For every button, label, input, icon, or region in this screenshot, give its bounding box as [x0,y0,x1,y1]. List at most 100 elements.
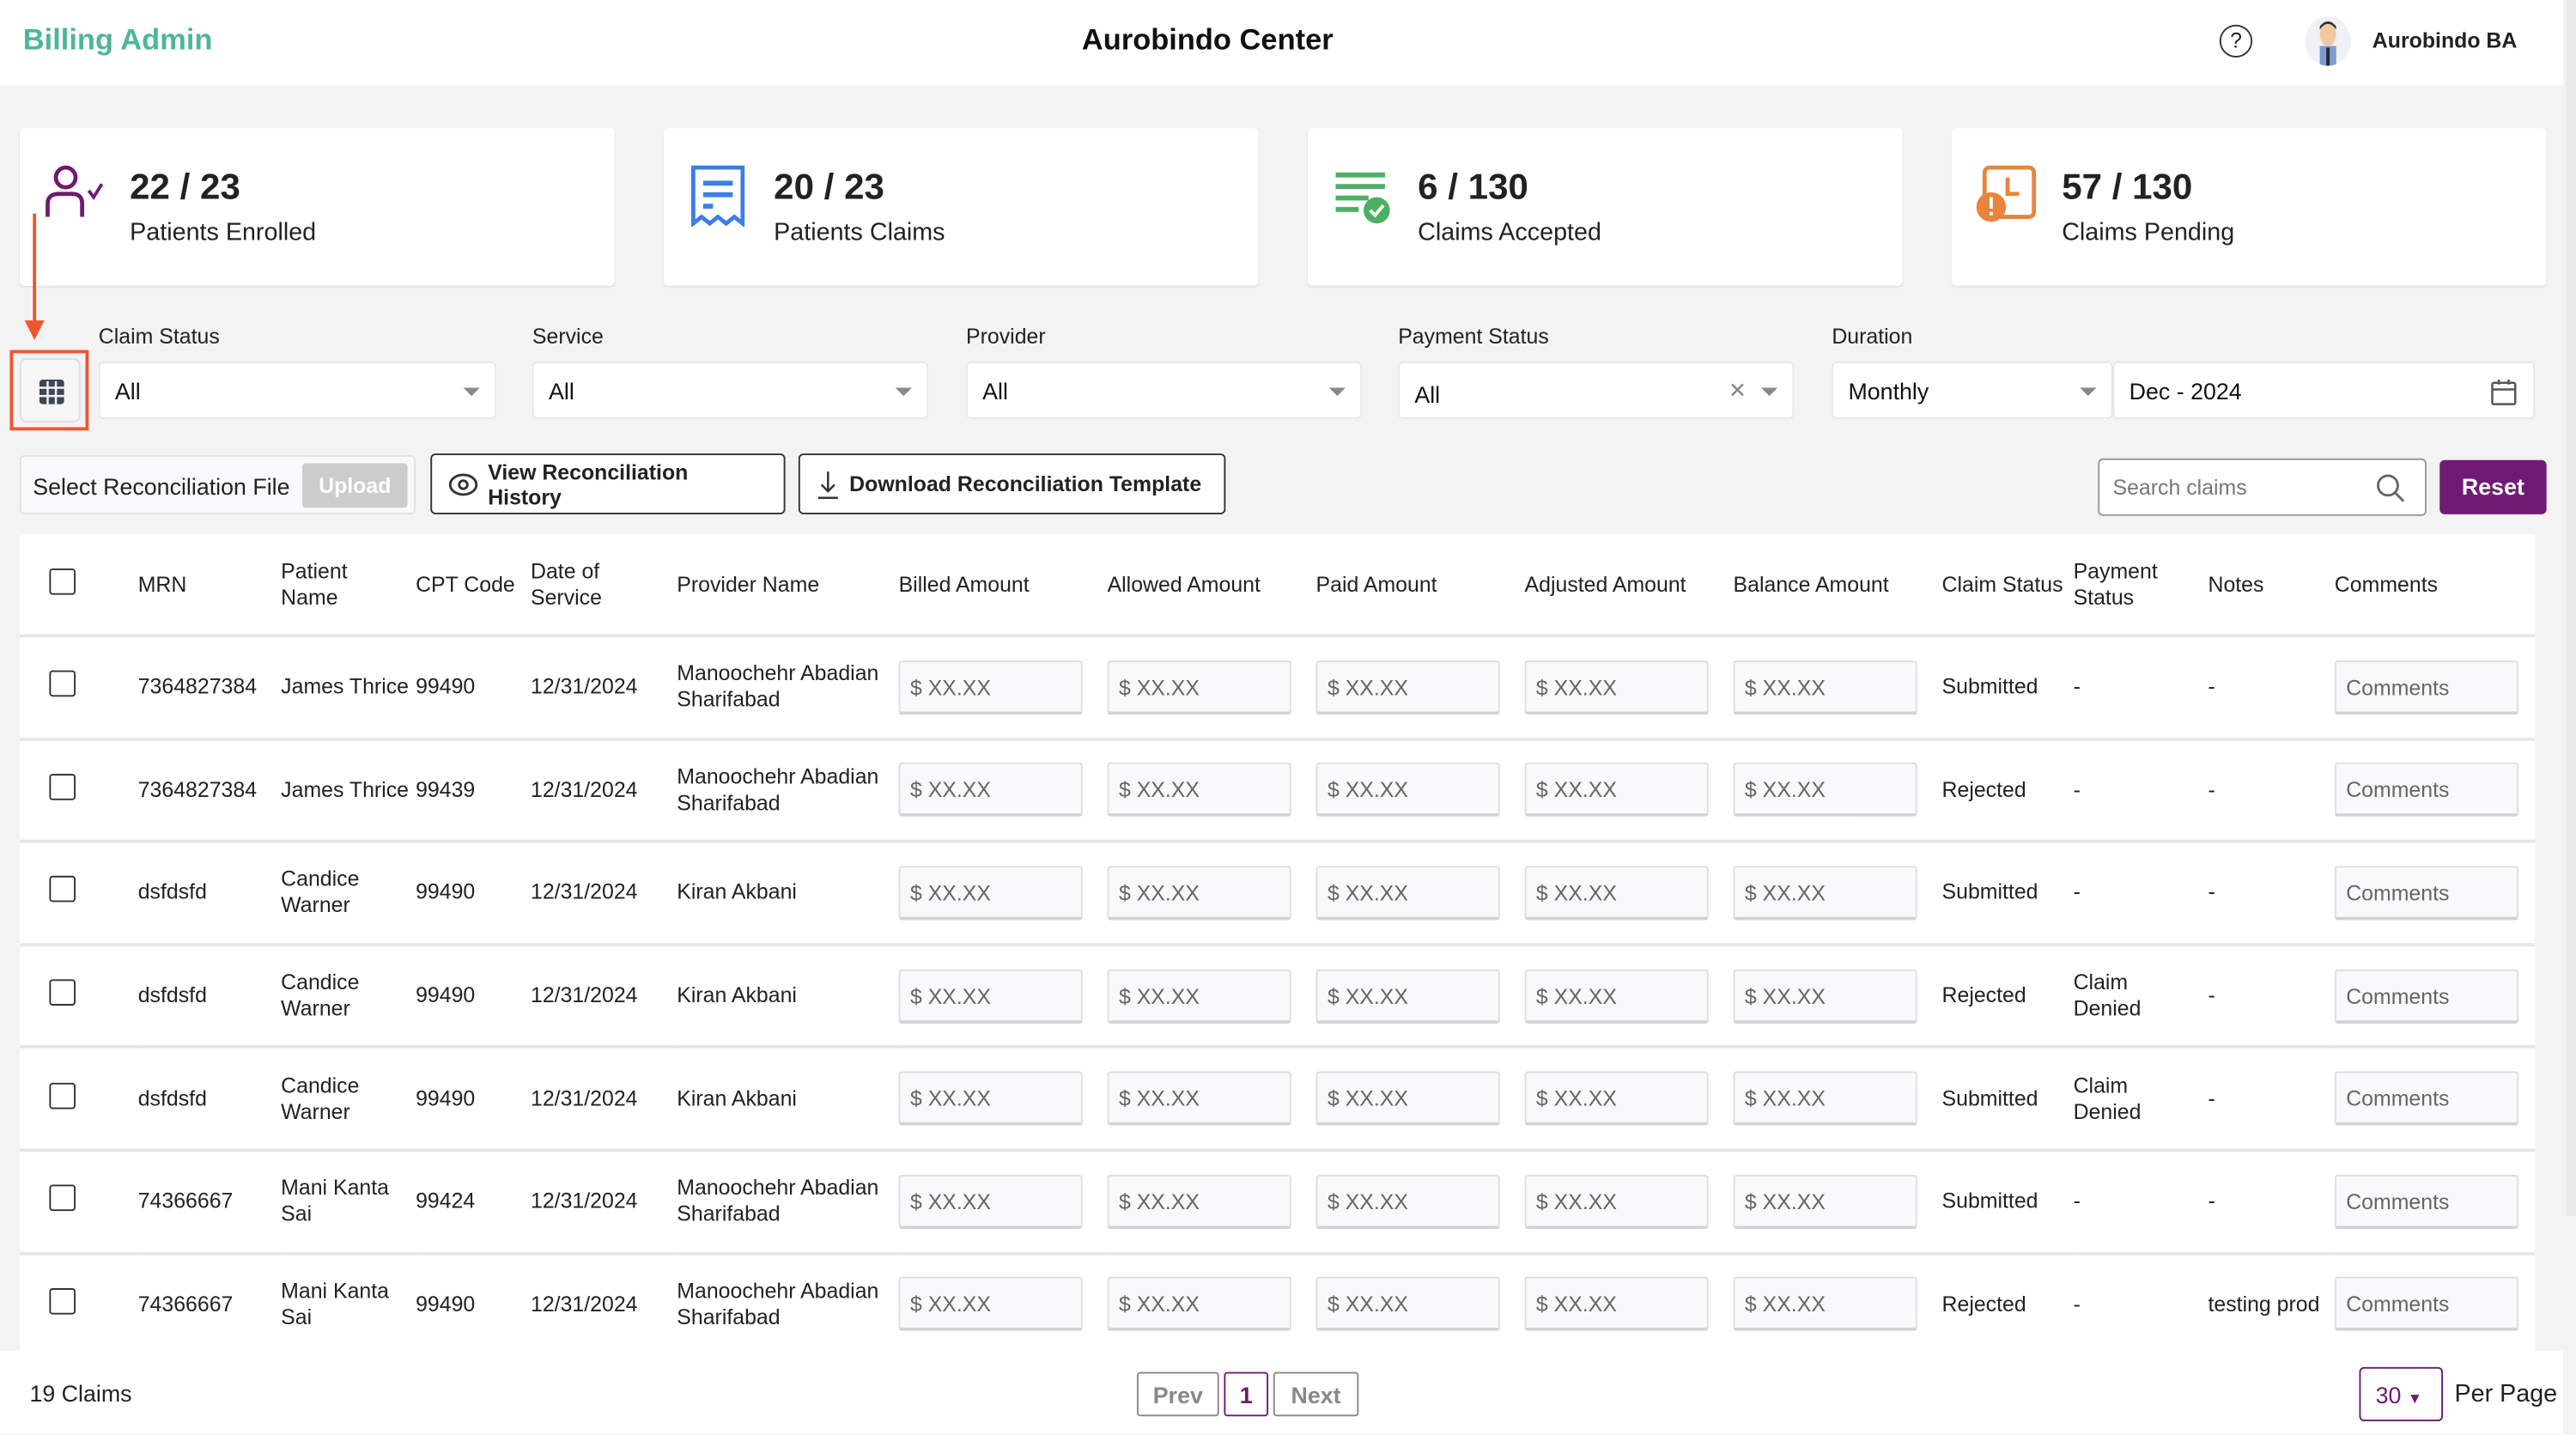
comments-input[interactable]: Comments [2334,660,2519,714]
comments-input[interactable]: Comments [2334,1174,2519,1229]
billed-amount-input[interactable]: $ XX.XX [898,1071,1083,1126]
clear-icon[interactable]: ✕ [1728,378,1747,403]
help-icon[interactable]: ? [2219,24,2253,58]
upload-button[interactable]: Upload [302,463,408,508]
adjusted-amount-input[interactable]: $ XX.XX [1524,866,1709,921]
row-checkbox[interactable] [49,1184,76,1212]
billed-amount-input[interactable]: $ XX.XX [898,1174,1083,1229]
select-all-checkbox[interactable] [49,568,76,594]
row-checkbox[interactable] [49,671,76,697]
page-1-button[interactable]: 1 [1224,1371,1269,1417]
column-header[interactable]: Adjusted Amount [1524,533,1734,638]
row-checkbox[interactable] [49,773,76,800]
balance-amount-input[interactable]: $ XX.XX [1733,1071,1917,1126]
column-header[interactable]: Claim Status [1941,533,2074,638]
search-input[interactable]: Search claims [2098,458,2427,516]
scrollbar[interactable] [2566,0,2576,1216]
allowed-amount-input[interactable]: $ XX.XX [1107,1071,1291,1126]
amount-placeholder: $ XX.XX [1535,674,1617,700]
billed-amount-input[interactable]: $ XX.XX [898,660,1083,714]
adjusted-amount-input[interactable]: $ XX.XX [1524,1174,1709,1229]
column-header[interactable]: Comments [2334,533,2536,638]
adjusted-amount-input[interactable]: $ XX.XX [1524,1071,1709,1126]
allowed-amount-input[interactable]: $ XX.XX [1107,660,1291,714]
balance-amount-input[interactable]: $ XX.XX [1733,969,1917,1024]
allowed-amount-input[interactable]: $ XX.XX [1107,1277,1291,1332]
reconciliation-file-input[interactable]: Select Reconciliation File Upload [19,454,416,514]
row-checkbox[interactable] [49,979,76,1006]
column-header[interactable]: Paid Amount [1315,533,1525,638]
paid-amount-input[interactable]: $ XX.XX [1315,1277,1500,1332]
column-settings-button[interactable] [19,358,81,423]
billed-amount-input[interactable]: $ XX.XX [898,866,1083,921]
paid-amount-input[interactable]: $ XX.XX [1315,1174,1500,1229]
claim-status-select[interactable]: All [98,361,496,419]
calendar-icon[interactable] [2491,378,2518,406]
adjusted-amount-input[interactable]: $ XX.XX [1524,660,1709,714]
brand-title[interactable]: Billing Admin [22,22,213,57]
table-row: 74366667 Mani Kanta Sai 99490 12/31/2024 Man… [19,1253,2536,1351]
notes-cell: - [2208,944,2335,1049]
next-button[interactable]: Next [1273,1371,1359,1417]
amount-placeholder: $ XX.XX [909,880,991,906]
search-icon[interactable] [2376,473,2405,502]
billed-amount-input[interactable]: $ XX.XX [898,763,1083,818]
balance-amount-input[interactable]: $ XX.XX [1733,660,1917,714]
column-header[interactable]: MRN [137,533,282,638]
column-header[interactable]: Allowed Amount [1107,533,1316,638]
amount-placeholder: $ XX.XX [1535,1292,1617,1317]
provider-select[interactable]: All [966,361,1363,419]
balance-amount-input[interactable]: $ XX.XX [1733,763,1917,818]
chevron-down-icon [1761,387,1778,397]
column-header[interactable]: Notes [2208,533,2335,638]
duration-select[interactable]: Monthly [1832,361,2113,419]
download-template-button[interactable]: Download Reconciliation Template [798,453,1226,514]
billed-amount-input[interactable]: $ XX.XX [898,1277,1083,1332]
paid-amount-input[interactable]: $ XX.XX [1315,660,1500,714]
allowed-amount-input[interactable]: $ XX.XX [1107,1174,1291,1229]
column-header[interactable]: CPT Code [416,533,531,638]
comments-input[interactable]: Comments [2334,1277,2519,1332]
month-picker[interactable]: Dec - 2024 [2112,361,2536,419]
amount-placeholder: $ XX.XX [1327,1292,1408,1317]
claim-status-cell: Rejected [1941,944,2074,1049]
balance-amount-input[interactable]: $ XX.XX [1733,1174,1917,1229]
column-header[interactable]: Patient Name [281,533,416,638]
allowed-amount-input[interactable]: $ XX.XX [1107,866,1291,921]
per-page-select[interactable]: 30 ▼ [2359,1366,2444,1422]
allowed-amount-input[interactable]: $ XX.XX [1107,763,1291,818]
paid-amount-input[interactable]: $ XX.XX [1315,1071,1500,1126]
claims-count: 19 Claims [29,1380,132,1407]
allowed-amount-input[interactable]: $ XX.XX [1107,969,1291,1024]
comments-input[interactable]: Comments [2334,969,2519,1024]
row-checkbox[interactable] [49,876,76,903]
column-header[interactable]: Provider Name [677,533,899,638]
avatar[interactable] [2305,16,2351,66]
balance-amount-input[interactable]: $ XX.XX [1733,866,1917,921]
payment-status-select[interactable]: All ✕ [1398,361,1795,419]
adjusted-amount-input[interactable]: $ XX.XX [1524,763,1709,818]
date-of-service-cell: 12/31/2024 [530,739,677,843]
comments-input[interactable]: Comments [2334,1071,2519,1126]
paid-amount-input[interactable]: $ XX.XX [1315,969,1500,1024]
column-header[interactable]: Billed Amount [898,533,1108,638]
paid-amount-input[interactable]: $ XX.XX [1315,866,1500,921]
comments-input[interactable]: Comments [2334,763,2519,818]
row-checkbox[interactable] [49,1082,76,1109]
reset-button[interactable]: Reset [2439,459,2547,514]
service-select[interactable]: All [532,361,929,419]
billed-amount-input[interactable]: $ XX.XX [898,969,1083,1024]
row-checkbox[interactable] [49,1287,76,1315]
paid-amount-input[interactable]: $ XX.XX [1315,763,1500,818]
prev-button[interactable]: Prev [1137,1371,1219,1417]
column-header[interactable]: Balance Amount [1733,533,1942,638]
card-patients-claims: 20 / 23 Patients Claims [663,128,1259,286]
balance-amount-input[interactable]: $ XX.XX [1733,1277,1917,1332]
column-header[interactable]: Payment Status [2073,533,2208,638]
view-reconciliation-history-button[interactable]: View Reconciliation History [430,453,786,514]
adjusted-amount-input[interactable]: $ XX.XX [1524,969,1709,1024]
comments-input[interactable]: Comments [2334,866,2519,921]
column-header[interactable]: Date of Service [530,533,677,638]
adjusted-amount-input[interactable]: $ XX.XX [1524,1277,1709,1332]
user-name[interactable]: Aurobindo BA [2372,27,2518,53]
